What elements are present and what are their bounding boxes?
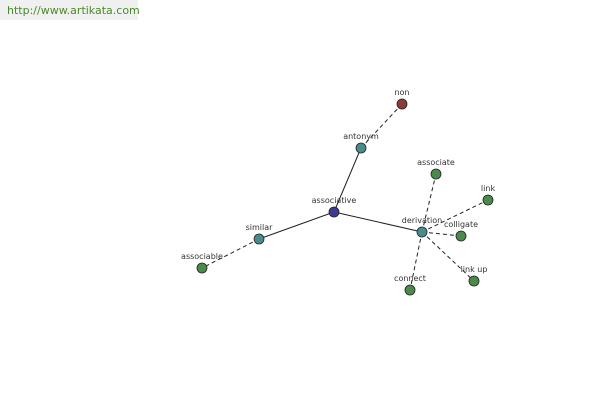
node bbox=[455, 230, 467, 242]
node-label: colligate bbox=[444, 220, 478, 229]
dashed-edge bbox=[360, 103, 403, 149]
node bbox=[416, 226, 428, 238]
node-label: associative bbox=[312, 196, 357, 205]
node-label: antonym bbox=[343, 132, 379, 141]
node bbox=[253, 233, 265, 245]
dashed-edge bbox=[421, 231, 475, 282]
node bbox=[396, 98, 408, 110]
node bbox=[430, 168, 442, 180]
edge bbox=[258, 211, 335, 240]
dashed-edge bbox=[421, 231, 462, 237]
edge bbox=[333, 147, 362, 213]
node-label: connect bbox=[394, 274, 426, 283]
node-label: associate bbox=[417, 158, 455, 167]
node-label: derivation bbox=[402, 216, 442, 225]
node-label: link bbox=[481, 184, 496, 193]
site-link[interactable]: http://www.artikata.com bbox=[7, 4, 140, 17]
dashed-edge bbox=[421, 173, 437, 233]
node-label: similar bbox=[246, 223, 274, 232]
edge bbox=[333, 211, 423, 233]
node bbox=[355, 142, 367, 154]
node-label: non bbox=[394, 88, 409, 97]
node bbox=[328, 206, 340, 218]
dashed-edge bbox=[201, 238, 260, 269]
node bbox=[468, 275, 480, 287]
dashed-edge bbox=[409, 231, 423, 291]
node-label: associable bbox=[181, 252, 223, 261]
node-label: link up bbox=[461, 265, 488, 274]
node bbox=[404, 284, 416, 296]
header: http://www.artikata.com bbox=[0, 0, 140, 20]
node bbox=[196, 262, 208, 274]
dashed-edge bbox=[421, 199, 489, 233]
node bbox=[482, 194, 494, 206]
